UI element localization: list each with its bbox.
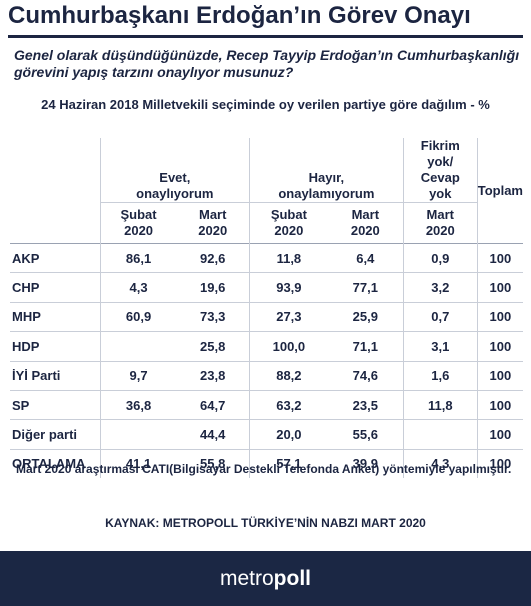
total-value: 100 <box>476 272 523 303</box>
table-row: Diğer parti 44,4 20,0 55,6 100 <box>10 419 523 450</box>
disapprove-mar-value: 74,6 <box>327 360 404 391</box>
approve-mar-value: 19,6 <box>176 272 250 303</box>
table-subtitle: 24 Haziran 2018 Milletvekili seçiminde o… <box>41 97 490 112</box>
footer-bar: metropoll <box>0 551 531 606</box>
metropoll-logo: metropoll <box>0 567 531 591</box>
no-opinion-mar-value: 1,6 <box>402 360 478 391</box>
total-value: 100 <box>476 360 523 391</box>
approve-mar-value: 44,4 <box>176 419 250 450</box>
table-row: CHP 4,3 19,6 93,9 77,1 3,2 100 <box>10 272 523 303</box>
approve-mar-value: 23,8 <box>176 360 250 391</box>
col-approve-feb: Şubat 2020 <box>99 202 177 244</box>
party-name: AKP <box>10 242 101 273</box>
approve-feb-value: 86,1 <box>99 242 177 273</box>
no-opinion-mar-value: 4,3 <box>402 448 478 479</box>
approve-feb-value: 4,3 <box>99 272 177 303</box>
total-value: 100 <box>476 301 523 332</box>
approve-feb-value: 36,8 <box>99 389 177 420</box>
approve-feb-value <box>99 419 177 450</box>
group-no-opinion: Fikrim yok/ Cevap yok <box>402 138 478 203</box>
title-divider <box>8 35 523 38</box>
disapprove-mar-value: 71,1 <box>327 331 404 362</box>
disapprove-feb-value: 63,2 <box>248 389 328 420</box>
survey-question: Genel olarak düşündüğünüzde, Recep Tayyi… <box>14 47 520 80</box>
table-row: İYİ Parti 9,7 23,8 88,2 74,6 1,6 100 <box>10 360 523 391</box>
no-opinion-mar-value <box>402 419 478 450</box>
page-title: Cumhurbaşkanı Erdoğan’ın Görev Onayı <box>8 2 471 29</box>
disapprove-feb-value: 57,1 <box>248 448 328 479</box>
col-approve-mar: Mart 2020 <box>198 207 228 238</box>
logo-part-metro: metro <box>219 567 274 590</box>
logo-part-poll: poll <box>273 567 311 590</box>
average-row: ORTALAMA 41,1 55,8 57,1 39,9 4,3 100 <box>10 448 523 479</box>
group-disapprove: Hayır, onaylamıyorum <box>248 138 404 203</box>
corner-cell <box>10 203 100 244</box>
total-value: 100 <box>476 448 523 479</box>
disapprove-feb-value: 88,2 <box>248 360 328 391</box>
approve-mar-value: 55,8 <box>176 448 250 479</box>
no-opinion-mar-value: 3,1 <box>402 331 478 362</box>
corner-cell <box>10 138 100 203</box>
table-row: MHP 60,9 73,3 27,3 25,9 0,7 100 <box>10 301 523 332</box>
table-row: AKP 86,1 92,6 11,8 6,4 0,9 100 <box>10 242 523 273</box>
source-line: KAYNAK: METROPOLL TÜRKİYE’NİN NABZI MART… <box>105 516 426 530</box>
no-opinion-mar-value: 0,7 <box>402 301 478 332</box>
total-value: 100 <box>476 389 523 420</box>
disapprove-mar-value: 23,5 <box>327 389 404 420</box>
approve-feb-value: 9,7 <box>99 360 177 391</box>
approve-feb-value: 41,1 <box>99 448 177 479</box>
results-table: Evet, onaylıyorum Hayır, onaylamıyorum F… <box>10 138 523 479</box>
approve-feb-value <box>99 331 177 362</box>
table-row: HDP 25,8 100,0 71,1 3,1 100 <box>10 331 523 362</box>
group-approve: Evet, onaylıyorum <box>99 138 250 203</box>
party-name: İYİ Parti <box>10 360 101 391</box>
total-value: 100 <box>476 419 523 450</box>
col-disapprove-mar: Mart 2020 <box>350 207 380 238</box>
approve-mar-value: 64,7 <box>176 389 250 420</box>
col-disapprove-feb: Şubat 2020 <box>248 202 328 244</box>
disapprove-mar-value: 55,6 <box>327 419 404 450</box>
disapprove-feb-value: 27,3 <box>248 301 328 332</box>
disapprove-mar-value: 77,1 <box>327 272 404 303</box>
party-name: MHP <box>10 301 101 332</box>
party-name: Diğer parti <box>10 419 101 450</box>
approve-mar-value: 25,8 <box>176 331 250 362</box>
total-value: 100 <box>476 331 523 362</box>
party-name: ORTALAMA <box>10 448 101 479</box>
party-name: SP <box>10 389 101 420</box>
table-row: SP 36,8 64,7 63,2 23,5 11,8 100 <box>10 389 523 420</box>
disapprove-feb-value: 11,8 <box>248 242 328 273</box>
approve-mar-value: 92,6 <box>176 242 250 273</box>
total-value: 100 <box>476 242 523 273</box>
party-name: HDP <box>10 331 101 362</box>
approve-mar-value: 73,3 <box>176 301 250 332</box>
no-opinion-mar-value: 3,2 <box>402 272 478 303</box>
disapprove-feb-value: 100,0 <box>248 331 328 362</box>
methodology-note: Mart 2020 araştırması CATI(Bilgisayar De… <box>16 462 512 476</box>
disapprove-mar-value: 25,9 <box>327 301 404 332</box>
col-no-opinion-mar: Mart 2020 <box>402 202 478 244</box>
no-opinion-mar-value: 11,8 <box>402 389 478 420</box>
disapprove-mar-value: 6,4 <box>327 242 404 273</box>
disapprove-feb-value: 93,9 <box>248 272 328 303</box>
disapprove-mar-value: 39,9 <box>327 448 404 479</box>
party-name: CHP <box>10 272 101 303</box>
disapprove-feb-value: 20,0 <box>248 419 328 450</box>
group-total: Toplam <box>476 138 523 244</box>
no-opinion-mar-value: 0,9 <box>402 242 478 273</box>
approve-feb-value: 60,9 <box>99 301 177 332</box>
